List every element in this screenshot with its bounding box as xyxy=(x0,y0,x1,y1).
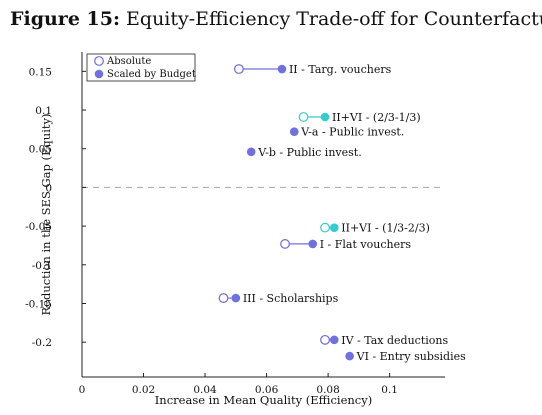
legend-box xyxy=(86,53,196,82)
ticks: 0 0.02 0.04 0.06 0.08 0.1 0.15 0.1 0.05 0 -0.05 -0.… xyxy=(25,66,398,396)
absolute-point xyxy=(298,112,309,122)
scaled-point xyxy=(345,351,354,361)
x-tick-label: 0 xyxy=(79,384,86,396)
figure-title: Figure 15: Equity-Efficiency Trade-off f… xyxy=(10,8,542,30)
axes xyxy=(81,52,445,378)
scaled-point xyxy=(329,223,339,232)
x-tick-label: 0.08 xyxy=(316,384,339,396)
y-tick-label: -0.2 xyxy=(32,337,52,349)
policy-marks: II - Targ. vouchers II+VI - (2/3-1/3) V-a … xyxy=(218,63,467,363)
y-tick-label: -0.05 xyxy=(25,221,52,233)
absolute-point xyxy=(218,293,229,303)
y-tick-label: -0.15 xyxy=(25,298,52,310)
policy-label: II - Targ. vouchers xyxy=(289,63,392,76)
legend-scaled-label: Scaled by Budget xyxy=(107,69,196,80)
policy-label: II+VI - (2/3-1/3) xyxy=(332,111,421,124)
y-tick-label: 0 xyxy=(45,182,52,194)
legend-absolute-marker xyxy=(94,56,104,66)
policy-label: III - Scholarships xyxy=(243,292,339,305)
absolute-point xyxy=(320,222,330,233)
policy-label: II+VI - (1/3-2/3) xyxy=(341,222,430,235)
y-tick-label: 0.15 xyxy=(29,66,52,78)
policy-label: VI - Entry subsidies xyxy=(356,350,467,363)
scaled-point xyxy=(320,112,330,122)
scaled-point xyxy=(289,127,299,137)
y-tick-label: 0.1 xyxy=(35,105,52,117)
figure-label: Figure 15: xyxy=(10,8,120,30)
y-axis-label: Reduction in the SES Gap (Equity) xyxy=(39,114,53,316)
policy-label: IV - Tax deductions xyxy=(341,334,448,347)
policy-label: V-a - Public invest. xyxy=(300,126,404,139)
x-tick-label: 0.04 xyxy=(193,384,217,396)
x-tick-label: 0.06 xyxy=(255,384,279,396)
policy-label: I - Flat vouchers xyxy=(320,238,412,251)
scaled-point xyxy=(277,64,287,74)
scaled-point xyxy=(246,147,256,157)
absolute-point xyxy=(320,334,330,345)
x-tick-label: 0.02 xyxy=(132,384,155,396)
scaled-point xyxy=(231,293,241,303)
policy-label: V-b - Public invest. xyxy=(257,146,362,159)
absolute-point xyxy=(233,64,244,74)
legend: Absolute Scaled by Budget xyxy=(86,53,196,82)
x-axis-label: Increase in Mean Quality (Efficiency) xyxy=(155,393,372,407)
y-tick-label: 0.05 xyxy=(29,144,52,156)
x-tick-label: 0.1 xyxy=(381,384,398,396)
scaled-point xyxy=(308,239,318,249)
y-tick-label: -0.1 xyxy=(32,260,52,272)
absolute-point xyxy=(280,239,290,249)
scaled-point xyxy=(329,335,339,345)
legend-absolute-label: Absolute xyxy=(106,56,151,67)
legend-scaled-marker xyxy=(94,69,104,79)
figure-title-text: Equity-Efficiency Trade-off for Counterf… xyxy=(126,8,542,30)
